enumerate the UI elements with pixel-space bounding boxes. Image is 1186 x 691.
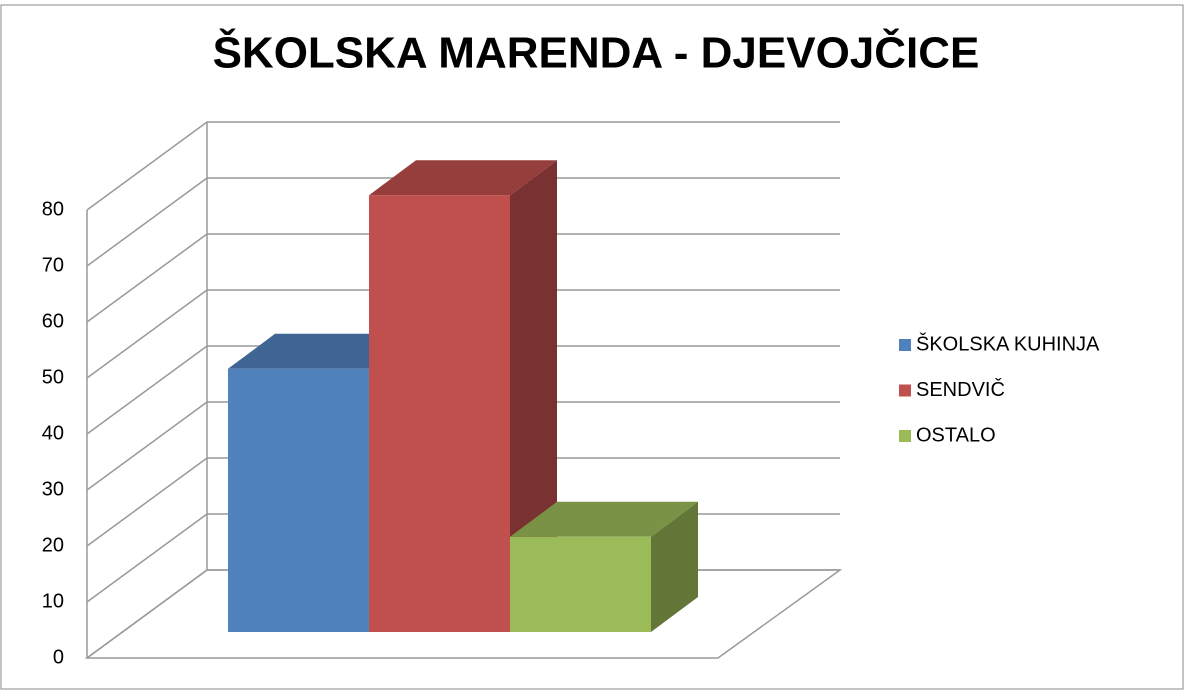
grid-line xyxy=(86,121,840,211)
grid-line xyxy=(86,345,840,435)
y-tick-label: 60 xyxy=(42,310,64,332)
grid-line xyxy=(86,401,840,491)
chart-title: ŠKOLSKA MARENDA - DJEVOJČICE xyxy=(213,27,980,78)
legend-swatch xyxy=(899,339,911,351)
bar-top xyxy=(369,160,557,196)
legend-label: SENDVIČ xyxy=(916,378,1005,401)
y-tick-label: 30 xyxy=(42,478,64,500)
legend-label: ŠKOLSKA KUHINJA xyxy=(916,332,1100,355)
grid-line xyxy=(86,457,840,547)
y-tick-label: 50 xyxy=(42,366,64,388)
legend-swatch xyxy=(899,430,911,442)
grid-line xyxy=(86,289,840,379)
y-tick-label: 20 xyxy=(42,534,64,556)
bar xyxy=(510,536,651,632)
bar xyxy=(369,195,510,632)
y-tick-label: 40 xyxy=(42,422,64,444)
legend-label: OSTALO xyxy=(916,424,996,446)
grid-line xyxy=(86,233,840,323)
bar xyxy=(228,368,369,632)
y-tick-label: 10 xyxy=(42,590,64,612)
bar-top xyxy=(510,501,698,537)
y-tick-label: 80 xyxy=(42,198,64,220)
legend-swatch xyxy=(899,384,911,397)
bar-side xyxy=(651,501,698,632)
y-tick-label: 70 xyxy=(42,254,64,276)
y-tick-label: 0 xyxy=(53,646,64,668)
grid-line xyxy=(86,177,840,267)
